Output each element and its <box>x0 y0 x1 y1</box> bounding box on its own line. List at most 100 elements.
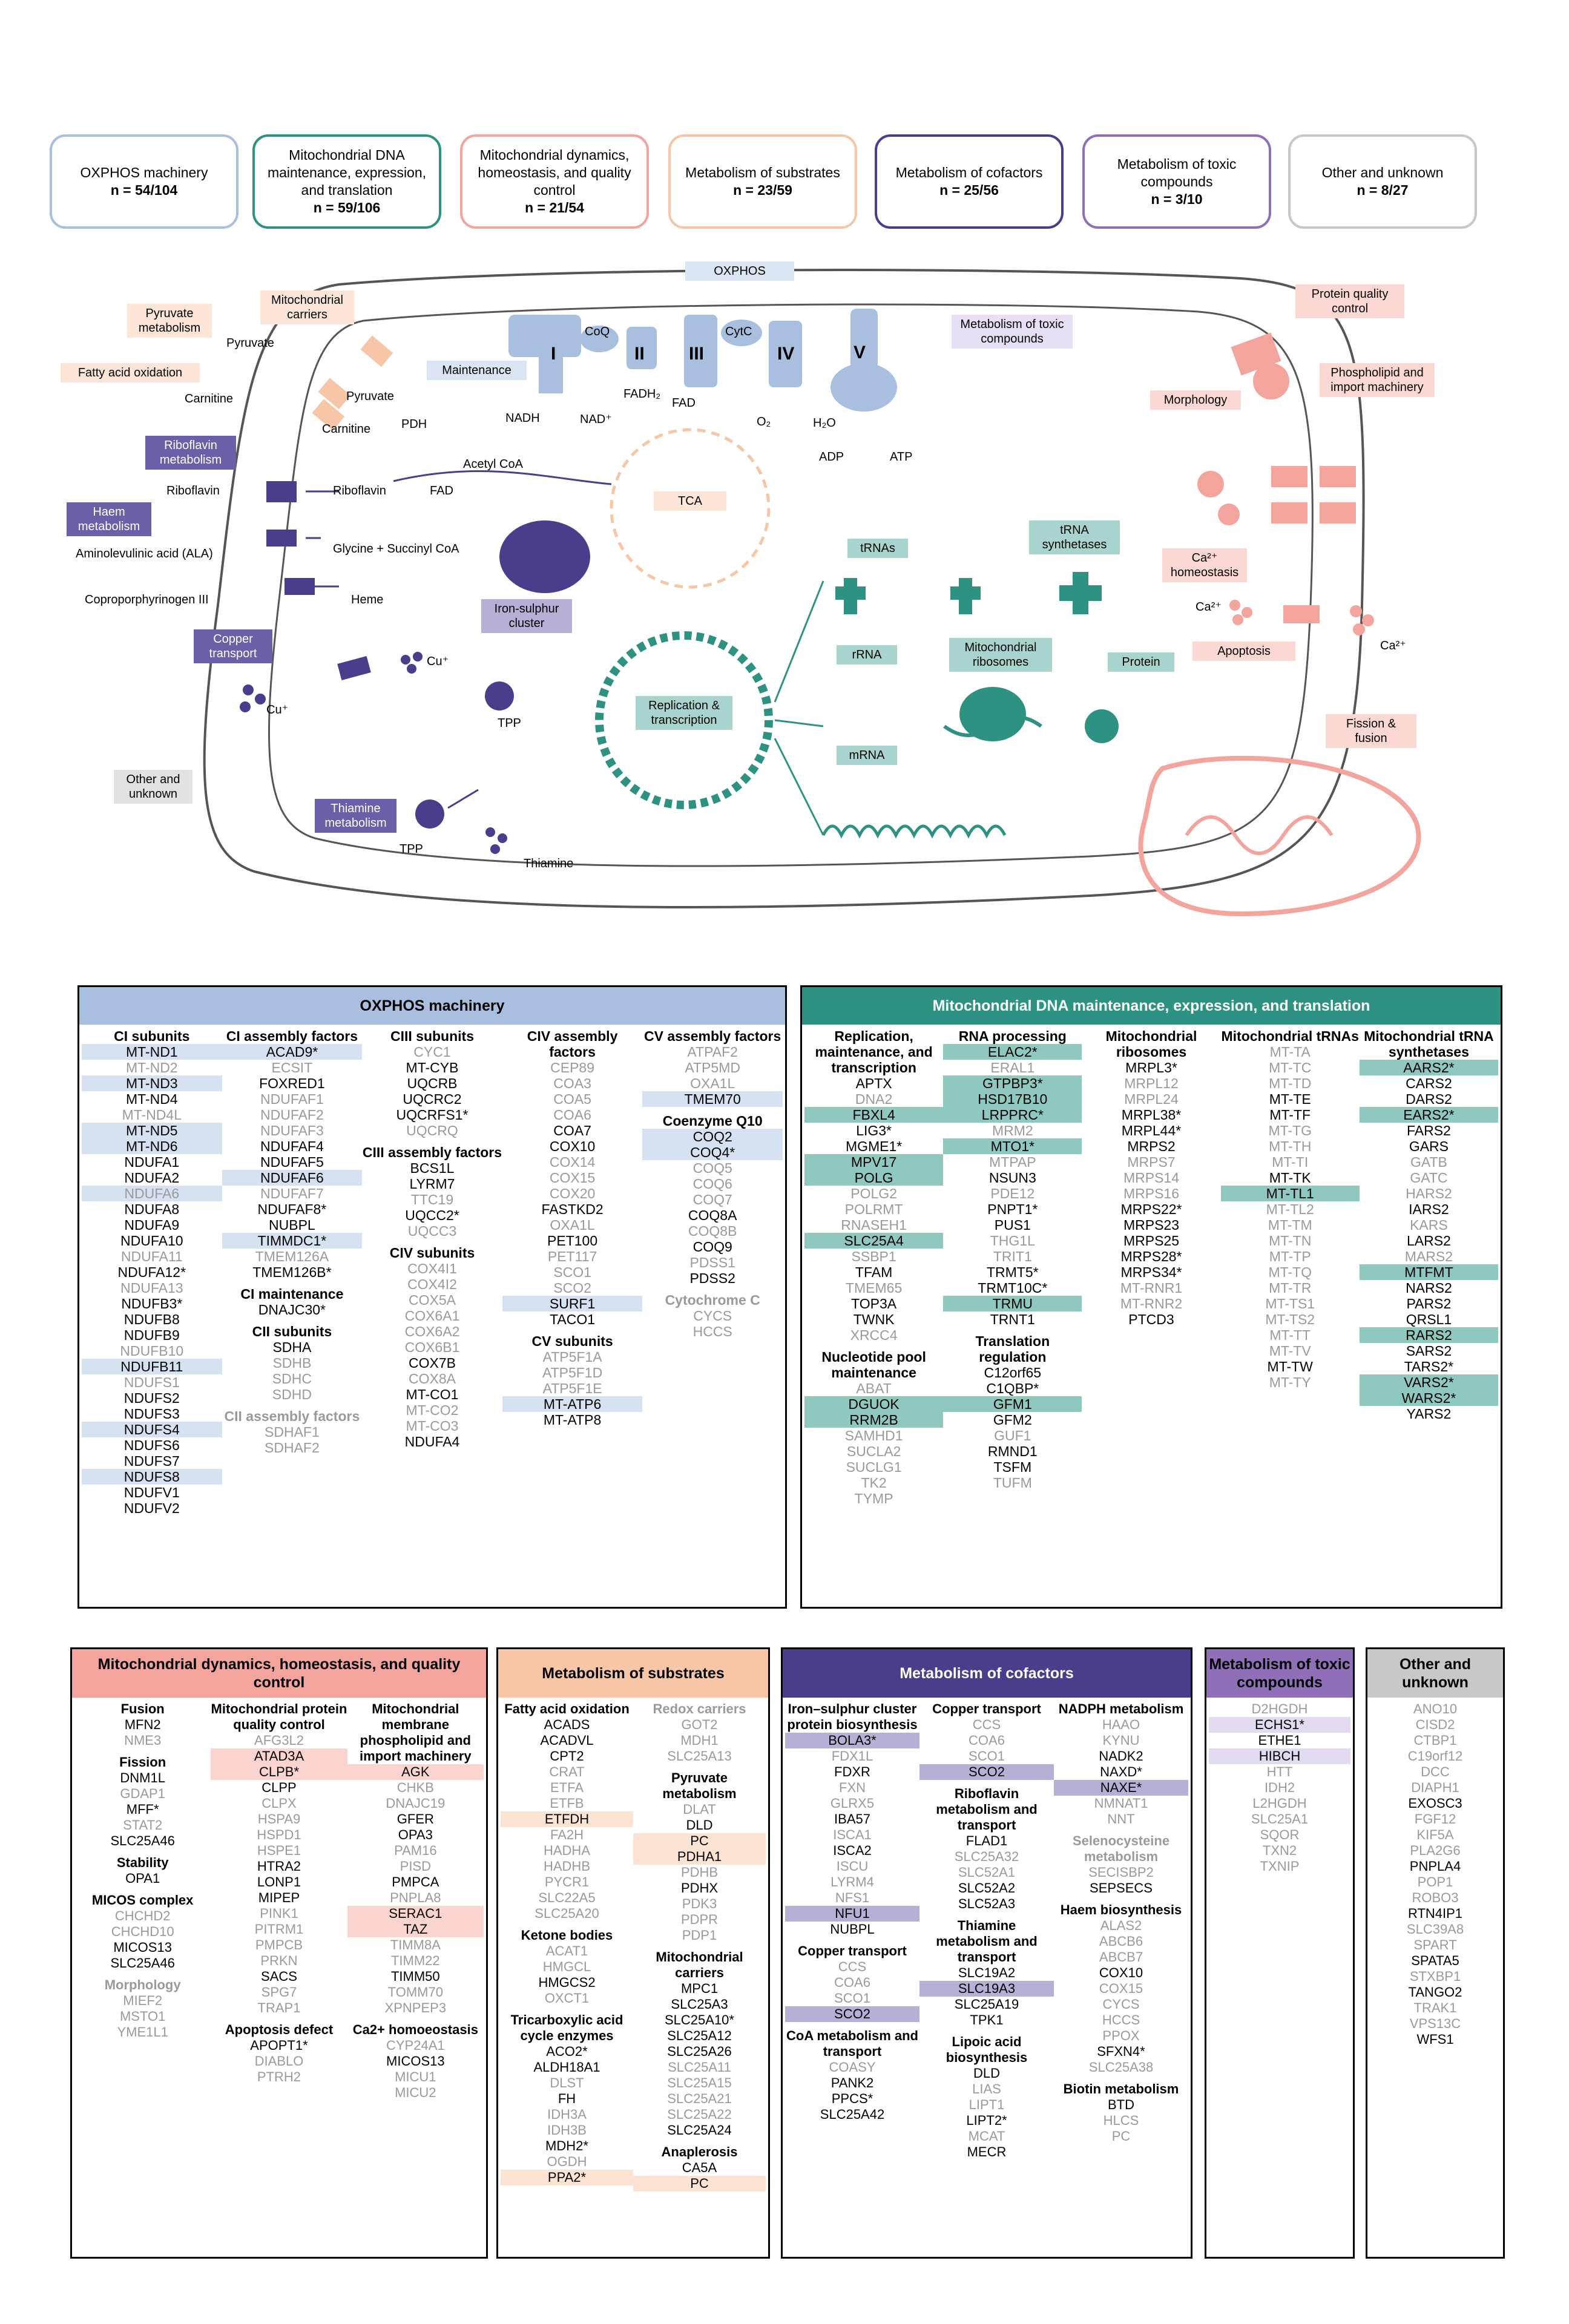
gene: GARS <box>1409 1138 1449 1154</box>
gene: ABCB6 <box>1099 1934 1143 1949</box>
gene: MIEF2 <box>123 1993 163 2008</box>
label-haem-met: Haem metabolism <box>67 502 151 536</box>
gene: COQ7 <box>692 1192 732 1207</box>
gene: SLC25A24 <box>667 2122 732 2138</box>
complex-ii <box>627 327 657 369</box>
gene: PDE12 <box>990 1186 1035 1201</box>
label-fission: Fission & fusion <box>1326 714 1416 748</box>
panel-title: Mitochondrial DNA maintenance, expressio… <box>802 987 1501 1025</box>
gene: SLC25A21 <box>667 2091 732 2106</box>
subheading: CV subunits <box>531 1333 613 1349</box>
gene: POLRMT <box>844 1201 903 1217</box>
text-h2o: H₂O <box>813 416 836 430</box>
gene: MRPL38* <box>1121 1107 1182 1123</box>
gene: ISCA1 <box>833 1827 872 1842</box>
label-repl: Replication & transcription <box>636 696 732 730</box>
gene: NDUFAF2 <box>260 1107 324 1123</box>
gene: MGME1* <box>845 1138 903 1154</box>
gene: PPOX <box>1102 2028 1140 2043</box>
gene: HADHB <box>543 1859 590 1874</box>
gene: SLC25A22 <box>667 2107 732 2122</box>
gene: FXN <box>839 1780 866 1795</box>
gene: SPART <box>1413 1937 1457 1952</box>
gene: LRPPRC* <box>943 1107 1082 1123</box>
inner-membrane <box>268 303 1314 867</box>
gene: ROBO3 <box>1412 1890 1459 1905</box>
gene: COX10 <box>549 1138 596 1154</box>
panel-2: Mitochondrial dynamics, homeostasis, and… <box>70 1647 488 2259</box>
text-nad: NAD⁺ <box>580 413 612 426</box>
gene: MT-TE <box>1269 1091 1311 1107</box>
gene: COX7B <box>408 1355 456 1371</box>
label-copper: Copper transport <box>194 629 272 663</box>
gene: SLC25A46 <box>110 1833 175 1848</box>
gene: COX14 <box>549 1154 596 1170</box>
gene: NDUFA10 <box>120 1233 183 1249</box>
gene: HLCS <box>1103 2113 1139 2128</box>
gene: NDUFS4 <box>82 1422 222 1437</box>
gene: NAXD* <box>1100 1764 1142 1779</box>
complex-v-stalk <box>850 309 878 375</box>
gene: LIAS <box>972 2081 1001 2096</box>
gene: MT-ND2 <box>125 1060 178 1075</box>
gene: TRMT10C* <box>978 1280 1048 1296</box>
gene: NDUFA13 <box>120 1280 183 1296</box>
label-pyr-met: Pyruvate metabolism <box>127 304 212 338</box>
category-title: Metabolism of cofactors <box>895 165 1043 180</box>
gene: FOXRED1 <box>259 1075 325 1091</box>
gene: APTX <box>855 1075 892 1091</box>
gene: NDUFV1 <box>123 1485 180 1500</box>
gene: OXA1L <box>550 1217 595 1233</box>
gene: NDUFS1 <box>123 1374 180 1390</box>
gene: COA6 <box>834 1975 870 1990</box>
gene: HAAO <box>1102 1717 1140 1732</box>
subheading: Tricarboxylic acid cycle enzymes <box>510 2012 623 2043</box>
gene: SLC25A12 <box>667 2028 732 2043</box>
gene: PDHX <box>680 1880 719 1896</box>
gene: NDUFB10 <box>120 1343 184 1359</box>
gene: COA6 <box>969 1733 1005 1748</box>
subheading: CIII subunits <box>390 1028 474 1044</box>
gene: PET100 <box>547 1233 598 1249</box>
gene: D2HGDH <box>1251 1701 1308 1716</box>
category-count: n = 25/56 <box>939 182 999 198</box>
gene: NDUFB11 <box>82 1359 222 1374</box>
gene: THG1L <box>990 1233 1035 1249</box>
gene: HIBCH <box>1209 1748 1350 1764</box>
panel-title: Other and unknown <box>1367 1649 1503 1698</box>
gene: MICOS13 <box>113 1940 172 1955</box>
gene: SURF1 <box>502 1296 643 1311</box>
subheading: Redox carriers <box>653 1701 746 1716</box>
gene: MT-TQ <box>1268 1264 1312 1280</box>
gene: MT-TV <box>1269 1343 1311 1359</box>
subheading: Pyruvate metabolism <box>662 1770 737 1801</box>
gene: SLC52A2 <box>958 1880 1016 1896</box>
gene: SARS2 <box>1406 1343 1452 1359</box>
gene: MPC1 <box>680 1981 719 1996</box>
gene: HCCS <box>692 1324 732 1339</box>
panel-column: Mitochondrial ribosomes MRPL3* MRPL12 MRPL2… <box>1082 1028 1220 1506</box>
panel-column: Copper transport CCS COA6 SCO1 SCO2 Riboflavi… <box>919 1701 1054 2160</box>
category-title: Other and unknown <box>1321 165 1444 180</box>
gene: NUBPL <box>830 1922 875 1937</box>
text-pdh: PDH <box>401 418 427 431</box>
gene: MRPS28* <box>1120 1249 1182 1264</box>
fes-cluster <box>499 520 590 593</box>
gene: ATPAF2 <box>687 1044 738 1060</box>
gene: TYMP <box>854 1491 893 1506</box>
gene: SLC25A32 <box>954 1849 1019 1864</box>
gene: HCCS <box>1102 2012 1140 2027</box>
panel-column: CIV assembly factors CEP89 COA3 COA5 COA6 COA… <box>502 1028 643 1516</box>
gene: SLC52A3 <box>958 1896 1016 1911</box>
gene: EXOSC3 <box>1408 1796 1462 1811</box>
gene: FBXL4 <box>804 1107 944 1123</box>
gene: MT-ND1 <box>82 1044 222 1060</box>
subheading: Apoptosis defect <box>225 2022 334 2037</box>
text-ca: Ca²⁺ <box>1196 600 1222 614</box>
gene: DLAT <box>683 1802 716 1817</box>
gene: HSPA9 <box>257 1811 301 1827</box>
gene: MT-TL1 <box>1220 1186 1360 1201</box>
gene: HSPD1 <box>257 1827 301 1842</box>
gene: ETFB <box>550 1796 584 1811</box>
gene: XPNPEP3 <box>384 2000 447 2015</box>
